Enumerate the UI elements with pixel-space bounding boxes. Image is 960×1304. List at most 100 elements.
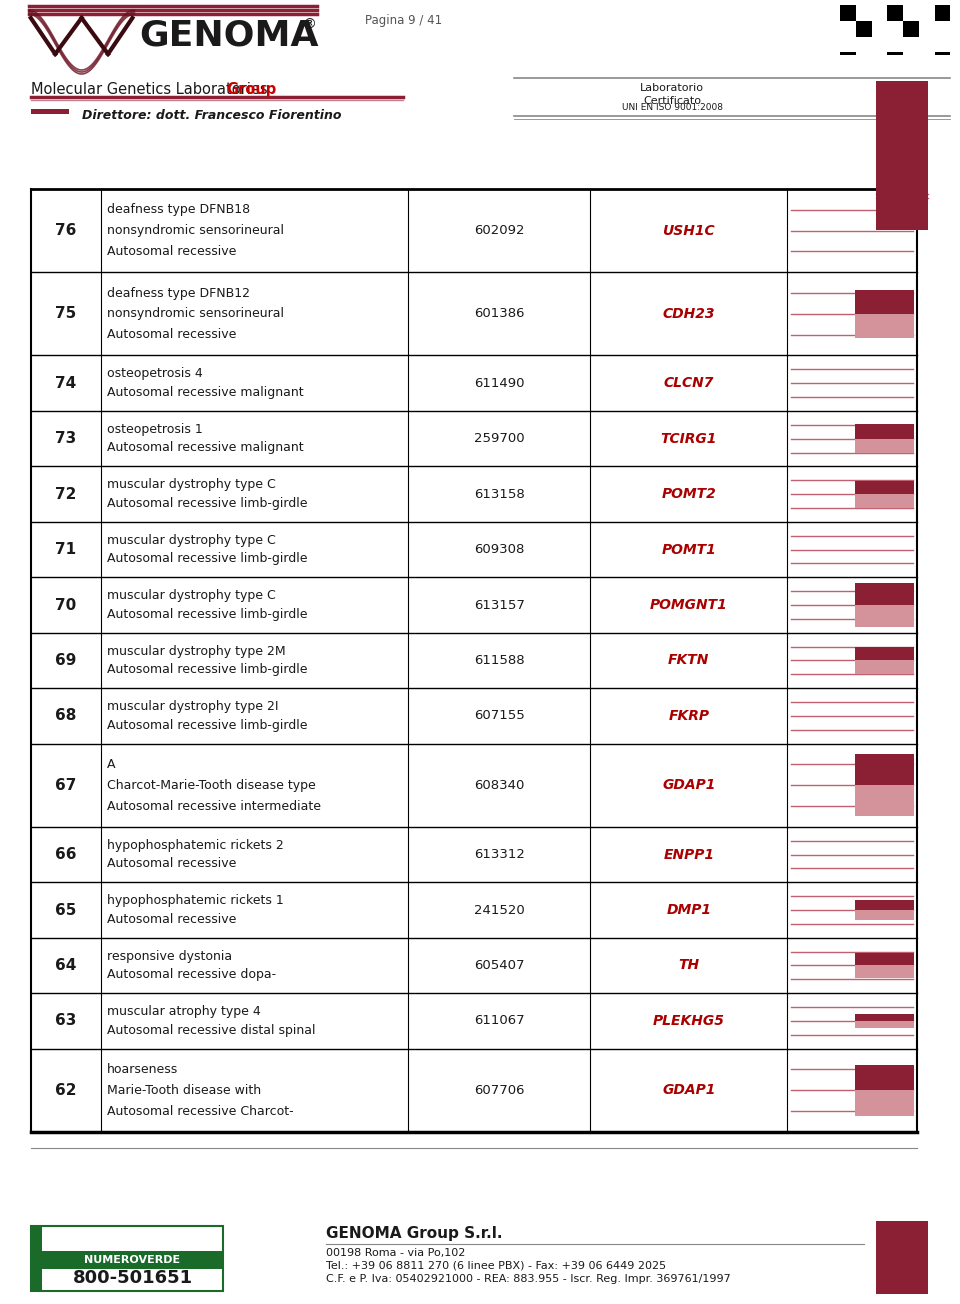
Bar — [855, 754, 914, 785]
Text: 613158: 613158 — [474, 488, 524, 501]
Text: muscular dystrophy type 2M: muscular dystrophy type 2M — [107, 644, 285, 657]
Text: hypophosphatemic rickets 1: hypophosphatemic rickets 1 — [107, 895, 283, 908]
Text: C.F. e P. Iva: 05402921000 - REA: 883.955 - Iscr. Reg. Impr. 369761/1997: C.F. e P. Iva: 05402921000 - REA: 883.95… — [326, 1274, 732, 1283]
Bar — [919, 37, 935, 52]
Bar — [855, 424, 914, 454]
Text: 605407: 605407 — [474, 958, 524, 971]
Text: 602092: 602092 — [474, 224, 524, 237]
Bar — [903, 5, 919, 21]
Bar — [919, 5, 935, 21]
Bar — [840, 21, 855, 37]
Bar — [855, 52, 872, 68]
Bar — [887, 37, 903, 52]
Text: nonsyndromic sensorineural: nonsyndromic sensorineural — [107, 224, 284, 237]
Text: Autosomal recessive Charcot-: Autosomal recessive Charcot- — [107, 1104, 294, 1118]
Text: Tel.: +39 06 8811 270 (6 linee PBX) - Fax: +39 06 6449 2025: Tel.: +39 06 8811 270 (6 linee PBX) - Fa… — [326, 1261, 666, 1271]
Text: CHIAMATA GRATUITA: CHIAMATA GRATUITA — [50, 1237, 163, 1248]
Bar — [855, 424, 914, 438]
Text: Autosomal recessive: Autosomal recessive — [107, 329, 236, 342]
Text: 00198 Roma - via Po,102: 00198 Roma - via Po,102 — [326, 1248, 466, 1258]
Text: 76: 76 — [55, 223, 77, 239]
Text: hoarseness: hoarseness — [107, 1063, 178, 1076]
Text: 601386: 601386 — [474, 308, 524, 321]
Text: 75: 75 — [55, 306, 77, 321]
Text: Pagina 9 / 41: Pagina 9 / 41 — [365, 14, 442, 27]
Bar — [872, 68, 887, 83]
Bar — [919, 99, 935, 115]
Bar — [919, 52, 935, 68]
Text: POMGNT1: POMGNT1 — [650, 599, 728, 612]
Bar — [872, 99, 887, 115]
Bar — [872, 5, 887, 21]
Bar — [855, 5, 872, 21]
Text: 611588: 611588 — [474, 655, 524, 666]
Text: 608340: 608340 — [474, 778, 524, 792]
Text: osteopetrosis 1: osteopetrosis 1 — [107, 422, 203, 436]
Text: 62: 62 — [55, 1082, 77, 1098]
Bar — [919, 83, 935, 99]
Bar — [876, 81, 928, 230]
Bar — [840, 37, 855, 52]
Bar — [855, 900, 914, 919]
Text: FKTN: FKTN — [668, 653, 709, 668]
Bar — [855, 754, 914, 816]
Text: NUMEROVERDE: NUMEROVERDE — [84, 1254, 180, 1265]
Bar — [887, 68, 903, 83]
Text: osteopetrosis 4: osteopetrosis 4 — [107, 368, 203, 381]
Text: TCIRG1: TCIRG1 — [660, 432, 717, 446]
Text: Autosomal recessive malignant: Autosomal recessive malignant — [107, 386, 303, 399]
Bar — [840, 5, 950, 55]
Text: deafness type DFNB18: deafness type DFNB18 — [107, 203, 250, 216]
Text: CLCN7: CLCN7 — [663, 376, 714, 390]
Text: 609308: 609308 — [474, 542, 524, 556]
Text: 613312: 613312 — [474, 848, 524, 861]
Text: 607155: 607155 — [474, 709, 524, 722]
Text: POMT1: POMT1 — [661, 542, 716, 557]
Text: 68: 68 — [55, 708, 77, 724]
Text: 65: 65 — [55, 902, 77, 918]
Text: PLEKHG5: PLEKHG5 — [653, 1015, 725, 1028]
Text: POMT2: POMT2 — [661, 488, 716, 501]
Text: Autosomal recessive: Autosomal recessive — [107, 913, 236, 926]
Text: UNI EN ISO 9001:2008: UNI EN ISO 9001:2008 — [621, 103, 723, 112]
Bar — [855, 647, 914, 661]
Text: Autosomal recessive limb-girdle: Autosomal recessive limb-girdle — [107, 497, 307, 510]
Bar — [903, 37, 919, 52]
Text: 800-501651: 800-501651 — [72, 1269, 193, 1287]
Text: responsive dystonia: responsive dystonia — [107, 949, 232, 962]
Bar — [935, 68, 950, 83]
Text: 73: 73 — [55, 432, 77, 446]
Text: GDAP1: GDAP1 — [662, 778, 715, 793]
Text: ENPP1: ENPP1 — [663, 848, 714, 862]
Bar — [935, 21, 950, 37]
Text: Autosomal recessive intermediate: Autosomal recessive intermediate — [107, 799, 321, 812]
Text: hypophosphatemic rickets 2: hypophosphatemic rickets 2 — [107, 838, 283, 852]
Bar — [855, 1013, 914, 1021]
Text: muscular atrophy type 4: muscular atrophy type 4 — [107, 1005, 260, 1018]
Text: DMP1: DMP1 — [666, 904, 711, 917]
Bar — [31, 110, 69, 113]
Bar — [855, 583, 914, 627]
Bar — [903, 99, 919, 115]
Text: CDH23: CDH23 — [662, 306, 715, 321]
Bar — [935, 37, 950, 52]
Text: Charcot-Marie-Tooth disease type: Charcot-Marie-Tooth disease type — [107, 778, 316, 792]
Bar — [42, 1251, 223, 1269]
Text: TH: TH — [678, 958, 700, 973]
Bar — [919, 68, 935, 83]
Text: 67: 67 — [55, 777, 77, 793]
Text: Autosomal recessive limb-girdle: Autosomal recessive limb-girdle — [107, 719, 307, 732]
Text: 70: 70 — [55, 597, 77, 613]
Bar — [872, 21, 887, 37]
Text: 611490: 611490 — [474, 377, 524, 390]
Text: 64: 64 — [55, 958, 77, 973]
Bar — [855, 481, 914, 507]
Text: 63: 63 — [55, 1013, 77, 1029]
Bar — [31, 1226, 223, 1291]
Bar — [855, 1064, 914, 1116]
Bar — [919, 21, 935, 37]
Text: 74: 74 — [55, 376, 77, 391]
Bar — [855, 900, 914, 910]
Text: Autosomal recessive limb-girdle: Autosomal recessive limb-girdle — [107, 608, 307, 621]
Bar — [840, 83, 855, 99]
